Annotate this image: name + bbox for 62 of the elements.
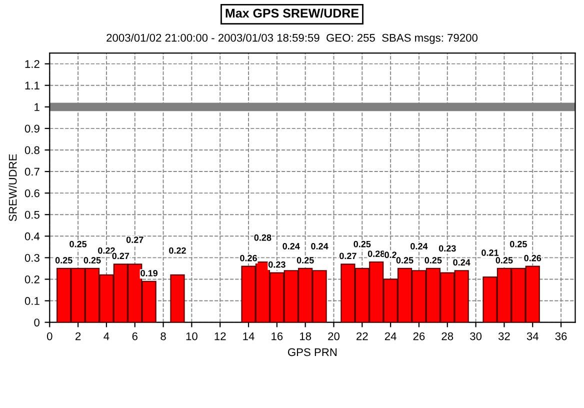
y-tick-label: 0.1: [24, 297, 40, 305]
x-tick-label: 12: [214, 332, 226, 340]
x-tick-label: 28: [442, 332, 454, 340]
data-label: 0.25: [70, 240, 87, 248]
x-tick-label: 6: [132, 332, 138, 340]
data-label: 0.26: [524, 254, 542, 262]
y-tick-label: 0.8: [24, 146, 40, 154]
x-tick-label: 34: [526, 332, 538, 340]
x-tick-label: 22: [356, 332, 368, 340]
y-tick-label: 0: [34, 318, 40, 326]
data-label: 0.22: [169, 247, 186, 254]
y-tick-label: 1: [34, 103, 40, 111]
data-label: 0.2: [384, 252, 396, 258]
data-label: 0.28: [254, 234, 272, 241]
x-tick-label: 26: [413, 332, 425, 340]
data-label: 0.23: [438, 245, 456, 252]
data-label: 0.25: [354, 240, 371, 248]
data-label: 0.21: [482, 250, 499, 256]
y-tick-label: 0.9: [24, 124, 40, 133]
data-label: 0.27: [340, 252, 356, 260]
data-label: 0.26: [240, 254, 257, 262]
data-label: 0.25: [55, 257, 72, 264]
x-tick-label: 4: [104, 332, 110, 340]
chart-title: Max GPS SREW/UDRE: [226, 8, 359, 18]
data-label: 0.25: [296, 257, 314, 264]
x-tick-label: 36: [555, 332, 567, 340]
y-tick-label: 1.2: [25, 60, 40, 68]
y-tick-label: 0.4: [24, 232, 40, 240]
data-label: 0.25: [496, 257, 513, 264]
data-label: 0.24: [410, 243, 428, 250]
x-tick-label: 20: [328, 332, 340, 340]
x-tick-label: 32: [498, 332, 510, 340]
x-tick-label: 8: [160, 332, 166, 340]
chart-subtitle: 2003/01/02 21:00:00 - 2003/01/03 18:59:59 GEO: 255 SBAS msgs: 79200: [106, 34, 478, 44]
x-tick-label: 24: [384, 332, 396, 340]
y-tick-label: 0.2: [24, 276, 40, 284]
x-tick-label: 2: [76, 332, 81, 340]
data-label: 0.19: [140, 270, 158, 276]
y-tick-label: 1.1: [25, 82, 40, 90]
data-label: 0.24: [311, 243, 328, 250]
y-tick-label: 0.7: [24, 168, 40, 176]
data-label: 0.25: [510, 240, 527, 248]
data-label: 0.24: [282, 243, 300, 250]
x-tick-label: 10: [186, 332, 198, 340]
x-tick-label: 16: [272, 332, 283, 340]
data-label: 0.27: [112, 252, 130, 260]
y-axis-title: SREW/UDRE: [8, 154, 17, 222]
data-label: 0.25: [396, 257, 414, 264]
x-axis-title: GPS PRN: [288, 348, 337, 356]
x-tick-label: 18: [300, 332, 312, 340]
data-label: 0.24: [453, 259, 470, 266]
y-tick-label: 0.5: [24, 210, 40, 219]
x-tick-label: 30: [470, 332, 482, 340]
data-label: 0.25: [424, 257, 442, 264]
data-label: 0.27: [126, 236, 144, 243]
y-tick-label: 0.3: [24, 254, 40, 262]
data-label: 0.23: [268, 261, 286, 268]
bar: [170, 274, 185, 322]
data-label: 0.25: [84, 257, 101, 264]
x-tick-label: 14: [243, 332, 254, 340]
y-tick-label: 0.6: [24, 189, 40, 198]
x-tick-label: 0: [46, 332, 52, 340]
